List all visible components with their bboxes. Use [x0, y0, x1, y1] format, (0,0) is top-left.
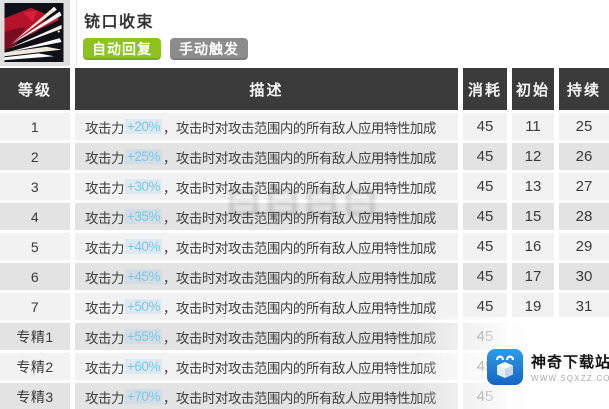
level-cell: 专精2 — [0, 353, 70, 380]
initial-cell: 11 — [512, 113, 554, 140]
cost-cell: 45 — [463, 203, 507, 230]
desc-prefix: 攻击力 — [85, 390, 125, 406]
level-cell: 6 — [0, 263, 70, 290]
level-cell: 7 — [0, 293, 70, 320]
duration-cell: 27 — [559, 173, 609, 200]
header-description: 描述 — [75, 68, 458, 110]
duration-cell: 28 — [559, 203, 609, 230]
level-cell: 2 — [0, 143, 70, 170]
desc-prefix: 攻击力 — [85, 270, 125, 286]
duration-cell: 30 — [559, 263, 609, 290]
skill-header: 铳口收束 自动回复 手动触发 — [0, 0, 609, 66]
description-cell: 攻击力 +25% ，攻击时对攻击范围内的所有敌人应用特性加成 — [75, 143, 458, 170]
desc-suffix: ，攻击时对攻击范围内的所有敌人应用特性加成 — [162, 390, 437, 406]
description-cell: 攻击力 +55% ，攻击时对攻击范围内的所有敌人应用特性加成 — [75, 323, 458, 350]
attack-bonus-value: +60% — [125, 359, 162, 374]
skill-tags: 自动回复 手动触发 — [83, 38, 248, 60]
initial-cell: 17 — [512, 263, 554, 290]
duration-cell: 25 — [559, 113, 609, 140]
level-cell: 3 — [0, 173, 70, 200]
desc-prefix: 攻击力 — [85, 240, 125, 256]
attack-bonus-value: +25% — [125, 149, 162, 164]
cost-cell: 45 — [463, 233, 507, 260]
attack-bonus-value: +40% — [125, 239, 162, 254]
site-watermark-text: 神奇下载站 WWW.SQXZZ.COM — [531, 351, 609, 383]
skill-tag: 自动回复 — [83, 38, 161, 60]
skill-icon-frame — [0, 0, 70, 66]
desc-prefix: 攻击力 — [85, 180, 125, 196]
level-cell: 1 — [0, 113, 70, 140]
desc-suffix: ，攻击时对攻击范围内的所有敌人应用特性加成 — [162, 300, 437, 316]
duration-cell: 26 — [559, 143, 609, 170]
header-level: 等级 — [0, 68, 70, 110]
site-url: WWW.SQXZZ.COM — [531, 374, 609, 383]
shopping-bag-icon — [487, 349, 523, 385]
attack-bonus-value: +45% — [125, 269, 162, 284]
desc-suffix: ，攻击时对攻击范围内的所有敌人应用特性加成 — [162, 180, 437, 196]
initial-cell: 16 — [512, 233, 554, 260]
level-cell: 4 — [0, 203, 70, 230]
desc-suffix: ，攻击时对攻击范围内的所有敌人应用特性加成 — [162, 150, 437, 166]
desc-prefix: 攻击力 — [85, 120, 125, 136]
desc-suffix: ，攻击时对攻击范围内的所有敌人应用特性加成 — [162, 270, 437, 286]
cost-cell: 45 — [463, 263, 507, 290]
desc-prefix: 攻击力 — [85, 360, 125, 376]
header-duration: 持续 — [559, 68, 609, 110]
initial-cell: 13 — [512, 173, 554, 200]
skill-tag: 手动触发 — [170, 38, 248, 60]
site-name: 神奇下载站 — [531, 354, 609, 371]
description-cell: 攻击力 +45% ，攻击时对攻击范围内的所有敌人应用特性加成 — [75, 263, 458, 290]
duration-cell: 31 — [559, 293, 609, 320]
level-cell: 专精1 — [0, 323, 70, 350]
description-cell: 攻击力 +30% ，攻击时对攻击范围内的所有敌人应用特性加成 — [75, 173, 458, 200]
skill-tag-label: 自动回复 — [92, 41, 152, 57]
initial-cell: 19 — [512, 293, 554, 320]
skill-title: 铳口收束 — [84, 14, 155, 31]
attack-bonus-value: +30% — [125, 179, 162, 194]
skill-tag-label: 手动触发 — [179, 41, 239, 57]
description-cell: 攻击力 +35% ，攻击时对攻击范围内的所有敌人应用特性加成 — [75, 203, 458, 230]
description-cell: 攻击力 +70% ，攻击时对攻击范围内的所有敌人应用特性加成 — [75, 383, 458, 409]
attack-bonus-value: +35% — [125, 209, 162, 224]
initial-cell: 12 — [512, 143, 554, 170]
description-cell: 攻击力 +40% ，攻击时对攻击范围内的所有敌人应用特性加成 — [75, 233, 458, 260]
attack-bonus-value: +20% — [125, 119, 162, 134]
cost-cell: 45 — [463, 113, 507, 140]
desc-suffix: ，攻击时对攻击范围内的所有敌人应用特性加成 — [162, 120, 437, 136]
desc-suffix: ，攻击时对攻击范围内的所有敌人应用特性加成 — [162, 210, 437, 226]
description-cell: 攻击力 +60% ，攻击时对攻击范围内的所有敌人应用特性加成 — [75, 353, 458, 380]
skill-icon — [4, 3, 64, 62]
desc-prefix: 攻击力 — [85, 210, 125, 226]
desc-suffix: ，攻击时对攻击范围内的所有敌人应用特性加成 — [162, 360, 437, 376]
cost-cell: 45 — [463, 293, 507, 320]
desc-suffix: ，攻击时对攻击范围内的所有敌人应用特性加成 — [162, 240, 437, 256]
header-divider — [76, 0, 77, 66]
attack-bonus-value: +70% — [125, 389, 162, 404]
desc-prefix: 攻击力 — [85, 300, 125, 316]
description-cell: 攻击力 +20% ，攻击时对攻击范围内的所有敌人应用特性加成 — [75, 113, 458, 140]
duration-cell: 29 — [559, 233, 609, 260]
attack-bonus-value: +50% — [125, 299, 162, 314]
attack-bonus-value: +55% — [125, 329, 162, 344]
desc-suffix: ，攻击时对攻击范围内的所有敌人应用特性加成 — [162, 330, 437, 346]
level-cell: 5 — [0, 233, 70, 260]
desc-prefix: 攻击力 — [85, 330, 125, 346]
initial-cell: 15 — [512, 203, 554, 230]
description-cell: 攻击力 +50% ，攻击时对攻击范围内的所有敌人应用特性加成 — [75, 293, 458, 320]
header-initial: 初始 — [512, 68, 554, 110]
site-watermark: 神奇下载站 WWW.SQXZZ.COM — [487, 349, 609, 385]
level-cell: 专精3 — [0, 383, 70, 409]
cost-cell: 45 — [463, 143, 507, 170]
desc-prefix: 攻击力 — [85, 150, 125, 166]
header-cost: 消耗 — [463, 68, 507, 110]
cost-cell: 45 — [463, 173, 507, 200]
